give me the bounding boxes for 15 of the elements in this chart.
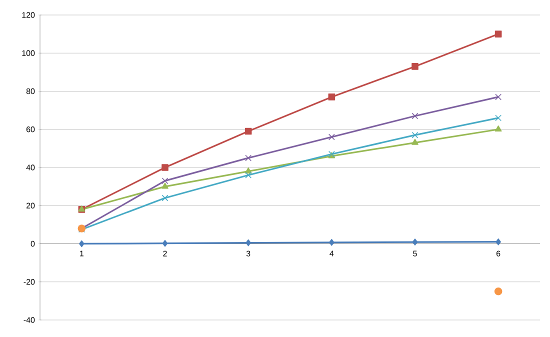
x-tick-label: 6 (496, 250, 500, 256)
x-tick-label: 5 (413, 250, 417, 256)
y-tick-label: 80 (26, 88, 35, 94)
y-tick-label: 60 (26, 126, 35, 132)
y-tick-label: -20 (24, 279, 35, 285)
y-tick-label: 20 (26, 202, 35, 208)
x-tick-label: 4 (330, 250, 334, 256)
x-tick-label: 3 (246, 250, 250, 256)
y-tick-label: 120 (22, 12, 35, 18)
y-tick-label: 40 (26, 164, 35, 170)
x-tick-label: 1 (80, 250, 84, 256)
y-tick-label: 100 (22, 50, 35, 56)
y-tick-label: -40 (24, 317, 35, 323)
y-tick-label: 0 (30, 240, 35, 247)
x-tick-label: 2 (163, 250, 167, 256)
